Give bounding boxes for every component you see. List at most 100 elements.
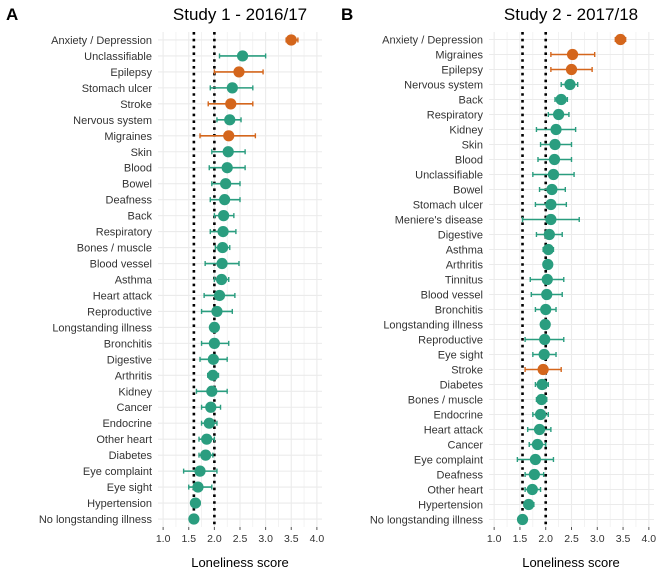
data-point <box>543 228 555 241</box>
category-label: Arthritis <box>446 260 484 272</box>
data-point <box>540 303 552 316</box>
category-label: Cancer <box>117 402 153 414</box>
category-label: No longstanding illness <box>370 515 484 527</box>
category-label: Epilepsy <box>441 65 483 77</box>
data-point <box>207 353 219 365</box>
x-tick-label: 1.0 <box>156 533 171 545</box>
x-tick-label: 3.0 <box>258 533 273 545</box>
category-label: Cancer <box>448 440 484 452</box>
category-label: Kidney <box>449 125 483 137</box>
data-point <box>216 241 229 254</box>
category-label: Other heart <box>427 485 483 497</box>
data-point <box>545 213 557 226</box>
x-tick-label: 1.5 <box>513 533 528 545</box>
data-point <box>536 378 548 391</box>
category-label: Nervous system <box>73 115 152 127</box>
data-point <box>542 243 554 256</box>
category-label: Endocrine <box>433 410 483 422</box>
category-label: Bronchitis <box>435 305 484 317</box>
category-label: Other heart <box>96 434 152 446</box>
category-label: Longstanding illness <box>383 320 483 332</box>
category-label: Bones / muscle <box>77 243 152 255</box>
category-label: Back <box>459 95 484 107</box>
category-label: Skin <box>131 147 152 159</box>
data-point <box>565 63 578 76</box>
data-point <box>545 198 557 211</box>
category-label: Skin <box>462 140 483 152</box>
data-point <box>233 66 245 78</box>
data-point <box>539 333 551 346</box>
data-point <box>534 408 547 421</box>
data-point <box>555 93 567 106</box>
data-point <box>537 363 549 376</box>
x-tick-label: 3.5 <box>284 533 299 545</box>
data-point <box>549 138 561 151</box>
data-point <box>206 385 218 397</box>
data-point <box>539 318 551 331</box>
data-point <box>566 48 579 61</box>
category-label: Stomach ulcer <box>413 200 484 212</box>
category-label: Nervous system <box>404 80 483 92</box>
data-point <box>211 305 223 318</box>
category-label: Hypertension <box>418 500 483 512</box>
panel-study-1: A Study 1 - 2016/17 Anxiety / Depression… <box>6 5 324 570</box>
category-label: Unclassifiable <box>415 170 483 182</box>
data-point <box>201 433 213 445</box>
category-label: Diabetes <box>109 450 153 462</box>
x-tick-label: 1.0 <box>487 533 502 545</box>
x-axis-title-study-1: Loneliness score <box>191 555 289 570</box>
category-label: Stroke <box>451 365 483 377</box>
category-label: Respiratory <box>96 227 153 239</box>
category-label: Heart attack <box>93 290 153 302</box>
category-label: Kidney <box>118 386 152 398</box>
data-point <box>217 225 229 238</box>
category-label: Tinnitus <box>445 275 484 287</box>
category-label: Migraines <box>104 131 152 143</box>
x-tick-label: 1.5 <box>181 533 196 545</box>
data-point <box>550 123 562 136</box>
category-label: Blood vessel <box>90 259 152 271</box>
category-label: Deafness <box>106 195 153 207</box>
category-label: Hypertension <box>87 498 152 510</box>
data-point <box>516 513 529 526</box>
category-label: No longstanding illness <box>39 514 153 526</box>
data-point <box>216 257 228 270</box>
category-label: Longstanding illness <box>52 322 152 334</box>
category-label: Diabetes <box>440 380 484 392</box>
data-point <box>208 321 220 334</box>
category-label: Eye complaint <box>83 466 152 478</box>
category-label: Stroke <box>120 99 152 111</box>
data-point <box>531 438 544 451</box>
panel-study-2: B Study 2 - 2017/18 Anxiety / Depression… <box>341 5 656 570</box>
category-label: Meniere's disease <box>395 215 483 227</box>
data-point <box>533 423 546 436</box>
x-tick-label: 2.0 <box>207 533 222 545</box>
x-tick-label: 3.0 <box>590 533 605 545</box>
data-point <box>192 481 204 493</box>
category-label: Back <box>128 211 153 223</box>
category-label: Respiratory <box>427 110 484 122</box>
category-label: Asthma <box>446 245 484 257</box>
x-tick-label: 2.0 <box>538 533 553 545</box>
data-point <box>194 465 206 477</box>
data-point <box>218 210 230 222</box>
category-label: Bowel <box>122 179 152 191</box>
category-label: Asthma <box>115 275 153 287</box>
data-point <box>207 369 219 381</box>
data-point <box>542 258 554 271</box>
data-point <box>526 483 538 496</box>
data-point <box>285 34 297 46</box>
category-label: Stomach ulcer <box>82 83 153 95</box>
data-point <box>546 183 558 196</box>
data-point <box>541 288 553 301</box>
x-tick-label: 2.5 <box>564 533 579 545</box>
data-point <box>213 289 226 302</box>
category-label: Anxiety / Depression <box>382 35 483 47</box>
plot-area-study-1: Anxiety / Depression Unclassifiable Epilep… <box>39 32 324 545</box>
data-point <box>220 178 232 190</box>
data-point <box>223 130 235 142</box>
data-point <box>219 194 231 206</box>
panel-title-study-1: Study 1 - 2016/17 <box>173 5 307 24</box>
data-point <box>200 449 212 461</box>
data-point <box>208 337 220 349</box>
